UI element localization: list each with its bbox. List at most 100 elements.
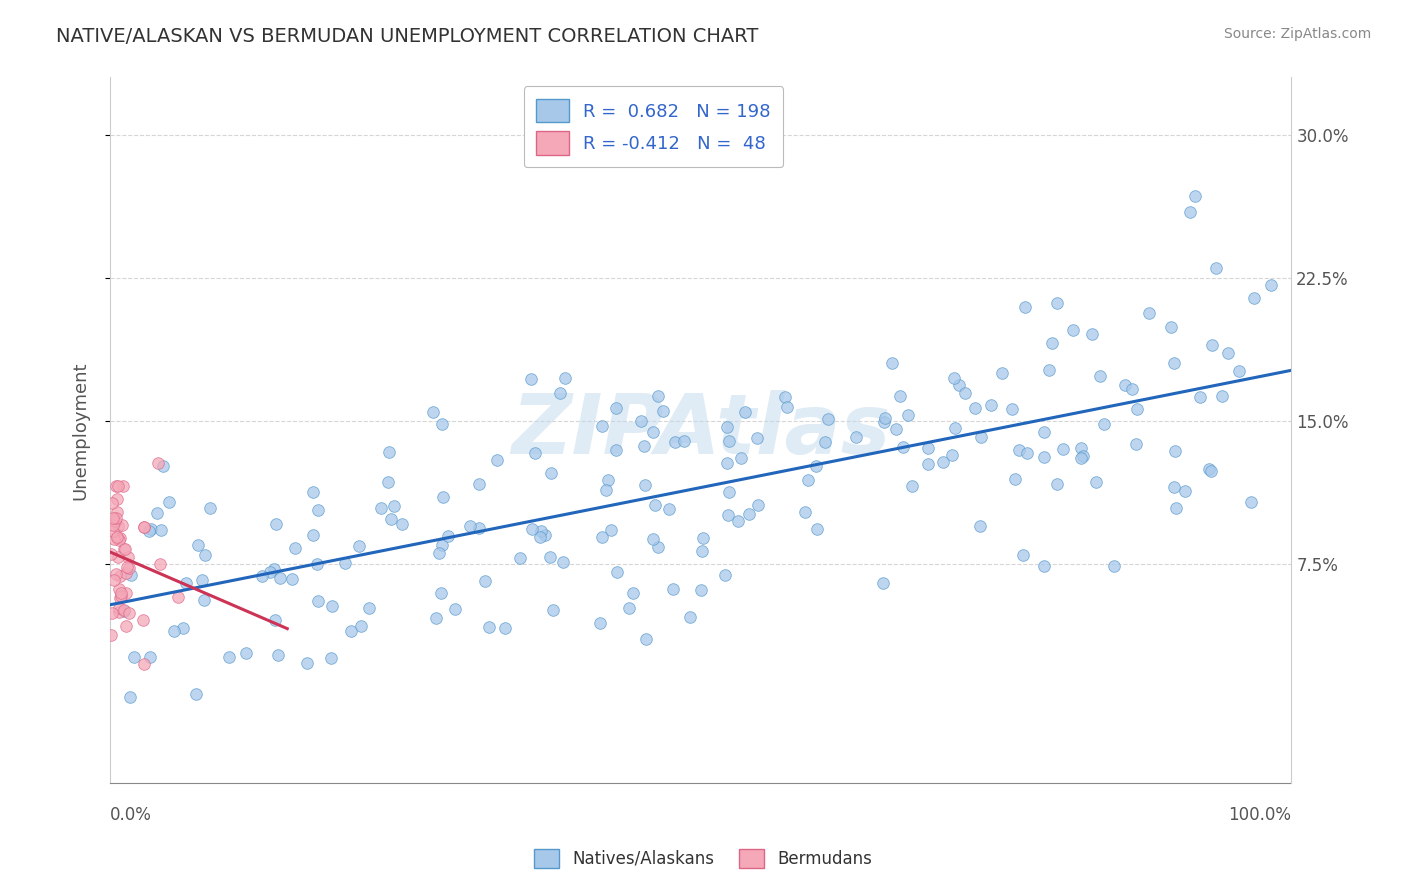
Point (599, 523, 621, 537)
Point (146, 456, 169, 470)
Point (235, 646, 257, 660)
Point (1211, 388, 1233, 402)
Point (1121, 382, 1143, 396)
Point (634, 478, 657, 492)
Point (690, 544, 713, 558)
Point (139, 522, 162, 536)
Point (718, 485, 741, 500)
Point (1001, 401, 1024, 416)
Point (100, 496, 122, 510)
Point (541, 603, 564, 617)
Point (157, 495, 180, 509)
Point (430, 417, 453, 431)
Point (734, 405, 756, 419)
Point (110, 586, 132, 600)
Point (519, 372, 541, 386)
Point (115, 560, 138, 574)
Point (948, 378, 970, 392)
Point (1033, 425, 1056, 440)
Point (534, 528, 557, 542)
Point (529, 530, 551, 544)
Point (425, 611, 447, 625)
Point (943, 421, 966, 435)
Point (103, 573, 125, 587)
Point (357, 600, 380, 615)
Point (110, 589, 132, 603)
Point (1137, 306, 1160, 320)
Point (152, 458, 174, 473)
Point (194, 549, 217, 563)
Point (112, 479, 135, 493)
Point (716, 419, 738, 434)
Point (1163, 356, 1185, 370)
Point (652, 404, 675, 418)
Point (132, 520, 155, 534)
Point (1160, 319, 1182, 334)
Point (200, 500, 222, 515)
Point (339, 624, 361, 638)
Point (264, 613, 287, 627)
Point (673, 434, 696, 449)
Point (1199, 464, 1222, 478)
Point (969, 518, 991, 533)
Point (108, 601, 131, 615)
Point (1205, 261, 1227, 276)
Point (1126, 402, 1149, 417)
Point (103, 524, 125, 539)
Point (636, 632, 658, 646)
Point (138, 524, 160, 538)
Point (551, 555, 574, 569)
Point (1070, 442, 1092, 456)
Point (529, 524, 551, 538)
Point (468, 476, 491, 491)
Point (845, 430, 868, 444)
Point (1062, 323, 1084, 337)
Point (1046, 476, 1069, 491)
Point (377, 445, 399, 459)
Point (540, 466, 562, 480)
Point (104, 479, 127, 493)
Point (522, 523, 544, 537)
Point (1032, 450, 1054, 464)
Point (1198, 462, 1220, 476)
Point (430, 538, 453, 552)
Point (630, 414, 652, 428)
Point (509, 551, 531, 566)
Point (941, 448, 963, 462)
Point (122, 649, 145, 664)
Text: ZIPAtlas: ZIPAtlas (510, 390, 890, 471)
Point (105, 531, 128, 545)
Point (284, 541, 307, 556)
Point (717, 508, 740, 522)
Point (114, 541, 136, 556)
Point (606, 565, 628, 579)
Point (1046, 296, 1069, 310)
Point (969, 430, 991, 444)
Point (773, 390, 796, 404)
Point (633, 439, 655, 453)
Point (120, 690, 142, 705)
Point (430, 586, 453, 600)
Point (350, 619, 373, 633)
Point (806, 459, 828, 474)
Point (589, 615, 612, 630)
Point (917, 457, 939, 471)
Point (301, 485, 323, 500)
Point (880, 356, 903, 370)
Point (554, 371, 576, 385)
Point (797, 473, 820, 487)
Point (115, 619, 138, 633)
Point (1174, 483, 1197, 498)
Point (917, 442, 939, 456)
Point (380, 511, 402, 525)
Point (382, 500, 405, 514)
Point (305, 557, 328, 571)
Point (1114, 377, 1136, 392)
Point (307, 502, 329, 516)
Point (591, 530, 613, 544)
Point (377, 475, 399, 490)
Point (117, 550, 139, 565)
Point (1243, 291, 1265, 305)
Point (1085, 475, 1108, 490)
Point (664, 435, 686, 450)
